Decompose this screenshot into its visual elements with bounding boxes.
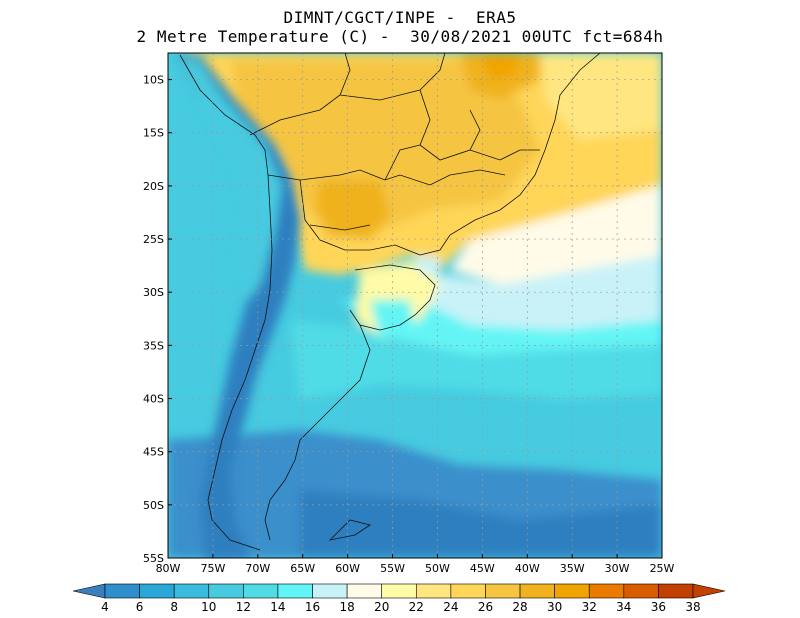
lat-tick-label: 20S <box>143 180 164 193</box>
colorbar-swatch <box>588 583 625 599</box>
colorbar-label: 4 <box>101 600 109 614</box>
colorbar-high-extension <box>692 583 726 599</box>
colorbar-label: 38 <box>685 600 700 614</box>
lat-tick-label: 15S <box>143 127 164 140</box>
colorbar-swatch <box>415 583 452 599</box>
colorbar-label: 30 <box>547 600 562 614</box>
colorbar-label: 18 <box>339 600 354 614</box>
lat-tick-label: 50S <box>143 499 164 512</box>
colorbar-swatch <box>346 583 383 599</box>
lon-tick-label: 35W <box>560 562 585 575</box>
lon-tick-label: 25W <box>650 562 675 575</box>
colorbar-swatch <box>173 583 210 599</box>
colorbar-swatch <box>381 583 417 599</box>
map-frame <box>167 52 663 559</box>
lon-tick-label: 60W <box>335 562 360 575</box>
colorbar-swatch <box>519 583 555 599</box>
colorbar-label: 32 <box>582 600 597 614</box>
lon-tick-label: 65W <box>290 562 315 575</box>
lat-tick-label: 40S <box>143 393 164 406</box>
lon-tick-label: 30W <box>605 562 630 575</box>
colorbar-swatch <box>277 583 313 599</box>
lon-tick-label: 70W <box>245 562 270 575</box>
colorbar-label: 14 <box>270 600 285 614</box>
colorbar-swatch <box>243 583 279 599</box>
lon-tick-label: 40W <box>515 562 540 575</box>
colorbar-swatch <box>139 583 175 599</box>
colorbar-low-extension <box>72 583 106 599</box>
colorbar-swatch <box>104 583 140 599</box>
colorbar-label: 8 <box>170 600 178 614</box>
lon-tick-label: 80W <box>156 562 181 575</box>
colorbar-label: 22 <box>409 600 424 614</box>
temperature-field <box>168 53 662 558</box>
lat-tick-label: 30S <box>143 286 164 299</box>
title-line-2: 2 Metre Temperature (C) - 30/08/2021 00U… <box>136 27 664 46</box>
graticule <box>168 53 662 558</box>
colorbar-label: 34 <box>616 600 631 614</box>
lat-tick-label: 55S <box>143 552 164 565</box>
lat-tick-label: 25S <box>143 233 164 246</box>
lon-tick-label: 75W <box>200 562 225 575</box>
colorbar-label: 26 <box>478 600 493 614</box>
colorbar-label: 16 <box>305 600 320 614</box>
colorbar-swatch <box>312 583 348 599</box>
colorbar-swatch <box>554 583 590 599</box>
colorbar-label: 24 <box>443 600 458 614</box>
colorbar-swatch <box>208 583 244 599</box>
lon-tick-label: 45W <box>470 562 495 575</box>
colorbar-label: 28 <box>512 600 527 614</box>
colorbar-swatch <box>485 583 521 599</box>
title-line-1: DIMNT/CGCT/INPE - ERA5 <box>283 8 517 27</box>
lon-tick-label: 50W <box>425 562 450 575</box>
colorbar-swatch <box>623 583 659 599</box>
lon-tick-label: 55W <box>380 562 405 575</box>
map-boundaries <box>179 53 601 551</box>
colorbar-label: 20 <box>374 600 389 614</box>
colorbar-swatch <box>658 583 694 599</box>
colorbar-label: 36 <box>651 600 666 614</box>
colorbar-label: 10 <box>201 600 216 614</box>
lat-tick-label: 10S <box>143 74 164 87</box>
lat-tick-label: 45S <box>143 446 164 459</box>
colorbar-swatch <box>450 583 486 599</box>
colorbar-label: 12 <box>236 600 251 614</box>
lat-tick-label: 35S <box>143 339 164 352</box>
colorbar-label: 6 <box>136 600 144 614</box>
